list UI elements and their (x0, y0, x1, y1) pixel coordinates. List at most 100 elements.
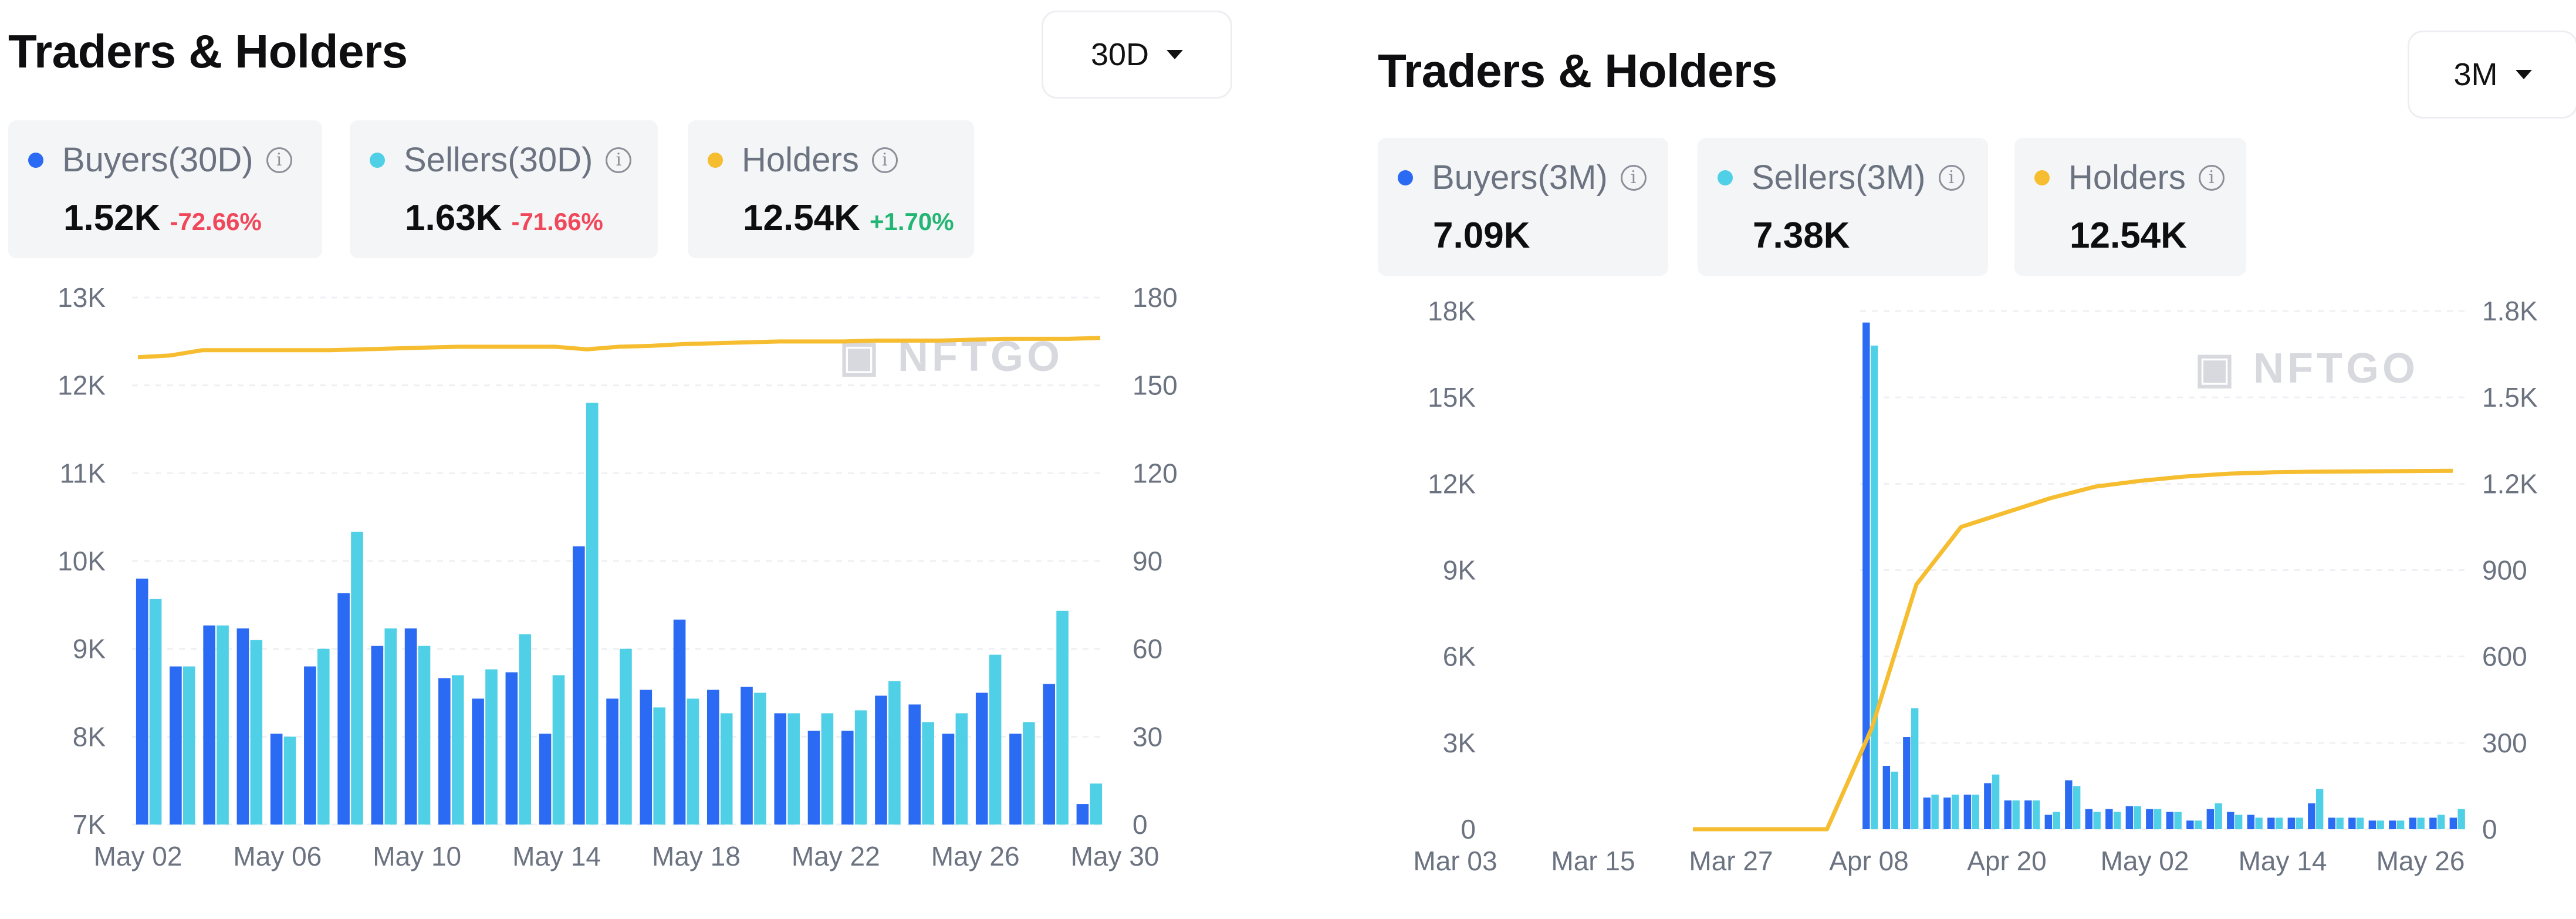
sellers-bar (250, 640, 263, 825)
watermark-logo: ▣ NFTGO (2195, 345, 2419, 392)
buyers-bar (1963, 795, 1972, 829)
holders-stat-card: Holders i 12.54K (2014, 138, 2246, 276)
holders-stat-card: Holders i 12.54K +1.70% (688, 120, 974, 258)
stat-label: Holders (2068, 158, 2186, 197)
buyers-bar (2166, 812, 2174, 829)
buyers-bar (2146, 809, 2154, 829)
x-tick-label: Apr 08 (1829, 846, 1909, 876)
panel-title: Traders & Holders (8, 25, 408, 77)
y-right-tick-label: 180 (1133, 282, 1178, 313)
y-left-tick-label: 7K (73, 809, 106, 840)
range-dropdown[interactable]: 3M (2408, 31, 2576, 119)
info-icon[interactable]: i (871, 147, 898, 173)
buyers-bar (640, 690, 653, 825)
buyers-bar (304, 666, 316, 825)
info-icon[interactable]: i (2198, 164, 2225, 191)
stat-value: 1.63K (405, 198, 502, 238)
stat-value: 7.38K (1753, 215, 1850, 256)
x-tick-label: May 26 (931, 841, 1020, 871)
buyers-bar (1943, 798, 1951, 829)
buyers-bar (1862, 322, 1870, 829)
stat-change: +1.70% (869, 208, 954, 235)
buyers-bar (2024, 800, 2032, 829)
y-right-tick-label: 1.2K (2482, 468, 2538, 499)
sellers-bar (854, 710, 867, 825)
buyers-bar (404, 628, 417, 825)
chevron-down-icon (1167, 50, 1184, 59)
range-label: 3M (2453, 57, 2498, 92)
buyers-dot-icon (1398, 170, 1413, 185)
sellers-bar (183, 666, 195, 825)
sellers-bar (283, 736, 296, 825)
buyers-bar (2085, 809, 2093, 829)
y-right-tick-label: 300 (2482, 728, 2527, 758)
y-left-tick-label: 11K (60, 458, 106, 488)
y-right-tick-label: 1.8K (2482, 296, 2538, 326)
buyers-bar (1009, 734, 1022, 825)
x-tick-label: May 14 (512, 841, 601, 871)
buyers-bar (1076, 804, 1089, 825)
sellers-bar (384, 628, 397, 825)
holders-dot-icon (708, 152, 723, 168)
buyers-bar (2429, 817, 2437, 829)
sellers-bar (2093, 812, 2101, 829)
sellers-bar (2457, 809, 2465, 829)
sellers-bar (955, 713, 968, 825)
sellers-stat-card: Sellers(3M) i 7.38K (1698, 138, 1988, 276)
sellers-bar (2194, 820, 2202, 829)
sellers-bar (653, 707, 665, 825)
buyers-stat-card: Buyers(30D) i 1.52K -72.66% (8, 120, 322, 258)
chevron-down-icon (2515, 70, 2532, 79)
y-left-tick-label: 15K (1428, 382, 1476, 413)
sellers-bar (2296, 817, 2303, 829)
buyers-bar (2044, 815, 2053, 829)
buyers-bar (2368, 820, 2376, 829)
right-panel: Traders & Holders 3M Buyers(3M) i 7.09K … (1367, 0, 2576, 919)
sellers-bar (2336, 817, 2344, 829)
buyers-bar (1882, 766, 1891, 829)
info-icon[interactable]: i (266, 147, 292, 173)
sellers-bar (2032, 800, 2040, 829)
info-icon[interactable]: i (1938, 164, 1965, 191)
sellers-bar (2417, 817, 2425, 829)
sellers-bar (620, 648, 632, 825)
y-left-tick-label: 0 (1461, 814, 1476, 844)
info-icon[interactable]: i (606, 147, 632, 173)
sellers-bar (2376, 820, 2384, 829)
sellers-bar (2012, 800, 2020, 829)
buyers-bar (807, 731, 820, 825)
buyers-bar (1903, 737, 1911, 829)
y-right-tick-label: 0 (2482, 814, 2497, 844)
sellers-bar (1911, 708, 1919, 829)
sellers-bar (1891, 771, 1898, 829)
x-tick-label: May 02 (94, 841, 182, 871)
traders-holders-chart-3m: 18K 15K 12K 9K 6K 3K 0 1.8K 1.5K 1.2K 900 600 300 0 ▣ … (1413, 296, 2538, 876)
info-icon[interactable]: i (1620, 164, 1647, 191)
buyers-bar (673, 619, 686, 825)
x-tick-label: Apr 20 (1967, 846, 2047, 876)
sellers-bar (2255, 817, 2263, 829)
buyers-bar (270, 734, 283, 825)
buyers-bar (505, 672, 518, 825)
buyers-bar (741, 687, 753, 825)
buyers-bar (1984, 783, 1992, 829)
sellers-bar (922, 722, 934, 825)
y-left-tick-label: 3K (1443, 728, 1476, 758)
sellers-bar (1870, 345, 1878, 829)
buyers-bar (875, 695, 887, 825)
panel-title: Traders & Holders (1378, 45, 1777, 97)
buyers-bar (2449, 817, 2457, 829)
sellers-bar (2174, 812, 2182, 829)
sellers-bar (888, 681, 901, 825)
sellers-bar (821, 713, 834, 825)
sellers-stat-card: Sellers(30D) i 1.63K -71.66% (350, 120, 658, 258)
buyers-bar (2125, 806, 2134, 829)
sellers-dot-icon (370, 152, 385, 168)
range-dropdown[interactable]: 30D (1042, 11, 1232, 99)
nftgo-logo-icon: ▣ (2195, 345, 2253, 392)
y-left-tick-label: 6K (1443, 641, 1476, 672)
sellers-bar (2154, 809, 2162, 829)
x-tick-label: May 26 (2376, 846, 2465, 876)
stat-change: -72.66% (170, 208, 262, 235)
sellers-bar (2396, 820, 2405, 829)
